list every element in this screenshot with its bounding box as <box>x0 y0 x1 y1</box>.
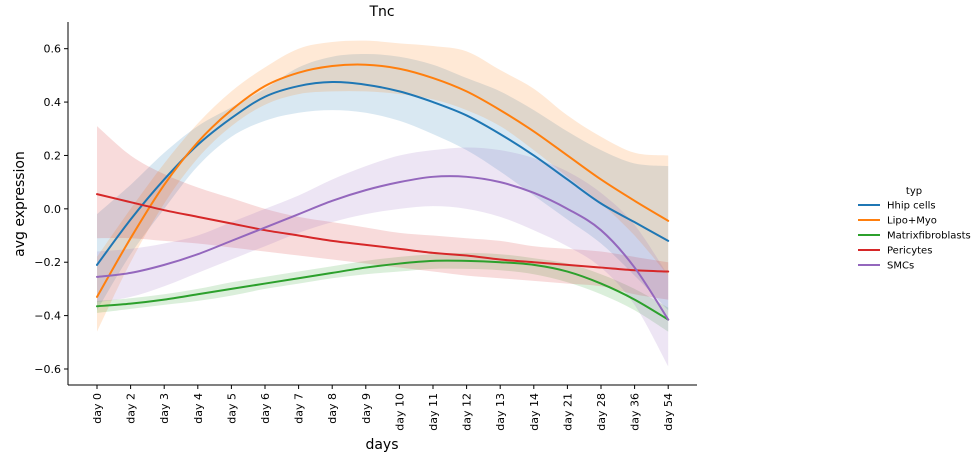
line-lipo-myo <box>96 63 670 298</box>
band-smcs <box>97 147 669 367</box>
x-tick-label: day 13 <box>494 393 507 431</box>
x-ticks: day 0 day 2 day 3 day 4 day 5 day 6 day 7 day 8… <box>91 385 675 431</box>
x-tick-label: day 36 <box>629 393 642 431</box>
legend-label: Hhip cells <box>887 201 936 212</box>
line-matrixfibroblasts <box>96 259 670 321</box>
x-tick-label: day 11 <box>427 393 440 431</box>
axes <box>67 22 697 386</box>
y-tick-label: 0.0 <box>44 203 62 216</box>
x-tick-label: day 12 <box>461 393 474 431</box>
x-tick-label: day 14 <box>528 393 541 431</box>
line-pericytes <box>96 193 670 273</box>
legend-title: typ <box>906 186 922 197</box>
legend-label: Matrixfibroblasts <box>887 231 971 242</box>
x-axis-label: days <box>365 437 398 453</box>
y-tick-label: 0.2 <box>44 149 62 162</box>
y-ticks: −0.6 −0.4 −0.2 0.0 0.2 0.4 0.6 <box>34 43 68 376</box>
x-tick-label: day 5 <box>225 393 238 424</box>
y-tick-label: −0.2 <box>34 256 61 269</box>
x-tick-label: day 6 <box>259 393 272 424</box>
legend: typ Hhip cells Lipo+Myo Matrixfibroblasts P… <box>858 186 971 272</box>
x-tick-label: day 28 <box>595 393 608 431</box>
x-tick-label: day 3 <box>158 393 171 424</box>
band-hhip-cells <box>97 54 669 311</box>
series-lines <box>96 63 670 321</box>
y-tick-label: −0.4 <box>34 310 61 323</box>
confidence-bands <box>97 40 669 367</box>
line-smcs <box>96 175 670 321</box>
legend-label: Pericytes <box>887 246 932 257</box>
x-tick-label: day 54 <box>662 393 675 431</box>
chart-title: Tnc <box>368 4 394 20</box>
x-tick-label: day 21 <box>561 393 574 431</box>
legend-label: SMCs <box>887 261 914 272</box>
x-tick-label: day 10 <box>393 393 406 431</box>
y-tick-label: 0.4 <box>44 96 62 109</box>
x-tick-label: day 7 <box>293 393 306 424</box>
x-tick-label: day 8 <box>326 393 339 424</box>
x-tick-label: day 4 <box>192 393 205 424</box>
line-hhip-cells <box>96 81 670 266</box>
band-pericytes <box>97 126 669 300</box>
x-tick-label: day 2 <box>125 393 138 424</box>
legend-label: Lipo+Myo <box>887 216 937 227</box>
y-axis-label: avg expression <box>12 151 28 257</box>
x-tick-label: day 0 <box>91 393 104 424</box>
y-tick-label: 0.6 <box>44 43 62 56</box>
y-tick-label: −0.6 <box>34 363 61 376</box>
band-matrixfibroblasts <box>97 252 669 332</box>
x-tick-label: day 9 <box>360 393 373 424</box>
